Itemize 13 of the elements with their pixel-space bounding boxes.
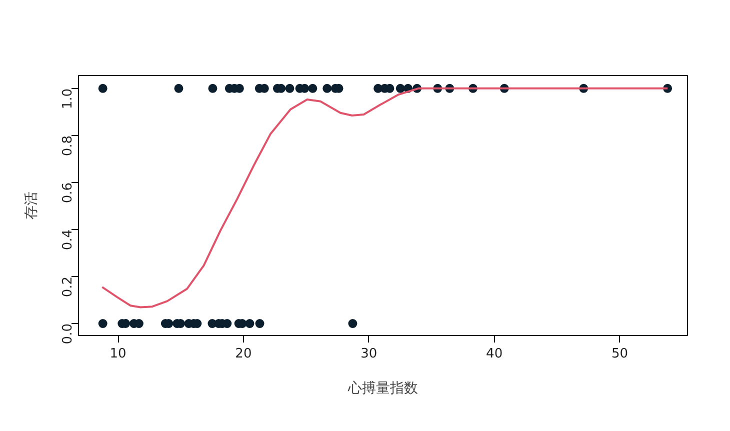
y-tick-label: 1.0: [60, 88, 76, 110]
x-tick-label: 30: [360, 346, 378, 362]
x-tick-label: 40: [486, 346, 503, 362]
x-axis-title: 心搏量指数: [347, 380, 418, 396]
y-tick-label: 0.2: [60, 276, 76, 298]
y-tick-label: 0.0: [60, 324, 76, 344]
y-axis-title: 存活: [24, 192, 40, 220]
y-tick-label: 0.4: [60, 229, 76, 250]
x-tick-label: 10: [110, 346, 126, 362]
x-tick-label: 50: [611, 346, 628, 362]
y-tick-label: 0.8: [60, 135, 76, 156]
y-tick-label: 0.6: [60, 182, 76, 204]
x-tick-label: 20: [235, 346, 252, 362]
